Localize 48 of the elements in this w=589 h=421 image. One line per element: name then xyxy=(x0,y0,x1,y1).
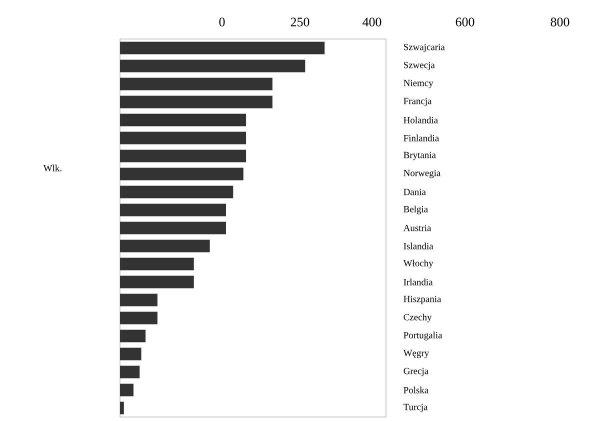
y-tick-label: Szwajcaria xyxy=(404,44,445,52)
bar xyxy=(120,312,158,324)
y-tick-label: Francja xyxy=(404,98,432,106)
y-tick-label: Norwegia xyxy=(404,170,441,178)
bar xyxy=(120,150,246,162)
y-tick-label: Niemcy xyxy=(404,80,434,88)
y-tick-label: Dania xyxy=(404,188,426,196)
bar xyxy=(120,168,244,180)
bar xyxy=(120,348,142,360)
bar xyxy=(120,402,124,414)
text: 0 xyxy=(219,18,225,26)
bar xyxy=(120,60,306,72)
bar xyxy=(120,384,134,396)
bar xyxy=(120,366,140,378)
y-tick-label: Hiszpania xyxy=(404,296,442,304)
text: Wlk. xyxy=(43,164,62,172)
text: 400 xyxy=(362,18,382,26)
y-tick-label: Portugalia xyxy=(404,332,442,340)
bar xyxy=(120,276,194,288)
y-tick-label: Polska xyxy=(404,386,428,394)
text: 800 xyxy=(550,18,570,26)
y-tick-label: Holandia xyxy=(404,116,438,124)
bar xyxy=(120,294,158,306)
bar xyxy=(120,186,234,198)
y-tick-label: Islandia xyxy=(404,242,434,250)
bar xyxy=(120,42,325,54)
text: 250 xyxy=(290,18,310,26)
y-tick-label: Belgia xyxy=(404,206,428,214)
bar xyxy=(120,132,246,144)
text: 600 xyxy=(456,18,474,26)
y-tick-label: Irlandia xyxy=(404,278,433,286)
y-tick-label: Grecja xyxy=(404,368,428,376)
bar xyxy=(120,114,246,126)
bar xyxy=(120,240,210,252)
bar xyxy=(120,96,272,108)
y-tick-label: Finlandia xyxy=(404,134,439,142)
bar xyxy=(120,78,272,90)
y-tick-label: Turcja xyxy=(404,404,428,412)
bar xyxy=(120,330,146,342)
y-tick-label: Brytania xyxy=(404,152,436,160)
y-tick-label: Czechy xyxy=(404,314,432,322)
bar xyxy=(120,204,226,216)
y-tick-label: Szwecja xyxy=(404,62,435,70)
bar xyxy=(120,222,226,234)
y-tick-label: Austria xyxy=(403,224,432,232)
y-tick-label: Włochy xyxy=(403,260,434,268)
bar xyxy=(120,258,194,270)
y-tick-label: Węgry xyxy=(403,350,430,358)
